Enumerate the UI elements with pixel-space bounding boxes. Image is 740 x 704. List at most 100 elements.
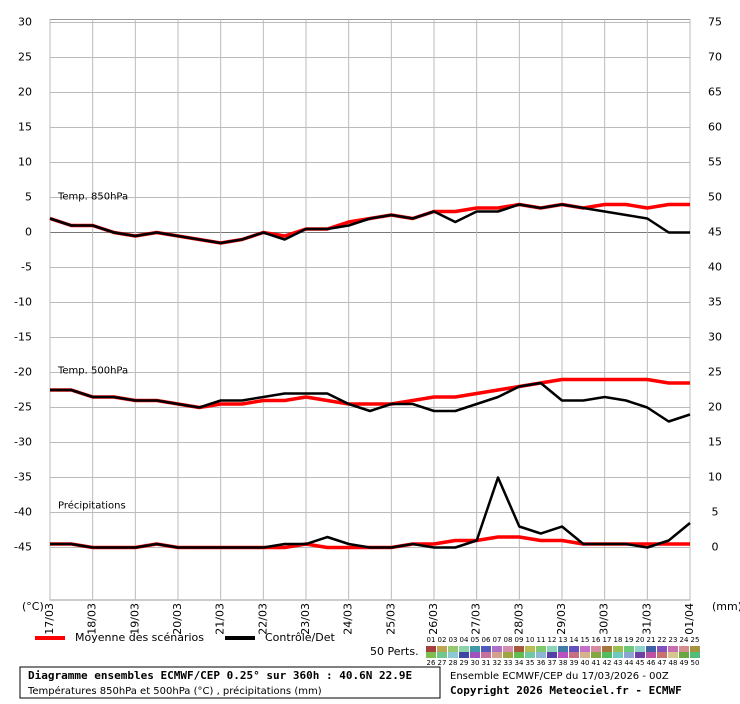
member-swatch — [668, 652, 678, 658]
y-tick-label: -5 — [21, 261, 32, 274]
member-label: 04 — [460, 636, 469, 644]
member-label: 01 — [427, 636, 436, 644]
member-swatch — [481, 646, 491, 652]
x-tick-label: 31/03 — [640, 603, 653, 635]
member-swatch — [635, 652, 645, 658]
member-swatch — [602, 652, 612, 658]
y-tick-label: 25 — [18, 51, 32, 64]
plot-area — [49, 19, 691, 601]
member-label: 31 — [482, 659, 491, 667]
series-line — [49, 203, 690, 245]
member-label: 33 — [504, 659, 513, 667]
member-label: 34 — [515, 659, 524, 667]
y2-tick-label: 75 — [708, 16, 722, 29]
member-swatch — [558, 652, 568, 658]
member-swatch — [536, 652, 546, 658]
x-tick-label: 24/03 — [342, 603, 355, 635]
y2-tick-label: 5 — [712, 506, 719, 519]
member-swatch — [646, 646, 656, 652]
y-tick-label: -15 — [14, 331, 32, 344]
y2-tick-label: 20 — [708, 401, 722, 414]
member-swatch — [591, 646, 601, 652]
member-swatch — [547, 652, 557, 658]
member-swatch — [624, 646, 634, 652]
member-label: 50 — [691, 659, 700, 667]
member-swatch — [437, 646, 447, 652]
member-swatch — [624, 652, 634, 658]
member-label: 03 — [449, 636, 458, 644]
run-info: Ensemble ECMWF/CEP du 17/03/2026 - 00Z — [450, 671, 669, 682]
member-label: 11 — [537, 636, 546, 644]
member-label: 30 — [471, 659, 480, 667]
y2-tick-label: 35 — [708, 296, 722, 309]
member-label: 20 — [636, 636, 645, 644]
y2-tick-label: 65 — [708, 86, 722, 99]
y-tick-label: -40 — [14, 506, 32, 519]
y2-tick-label: 50 — [708, 191, 722, 204]
member-swatch — [657, 646, 667, 652]
member-swatch — [492, 652, 502, 658]
member-label: 21 — [647, 636, 656, 644]
member-label: 14 — [570, 636, 579, 644]
x-tick-label: 27/03 — [470, 603, 483, 635]
member-label: 38 — [559, 659, 568, 667]
member-swatch — [602, 646, 612, 652]
x-tick-label: 26/03 — [427, 603, 440, 635]
member-swatch — [525, 646, 535, 652]
member-label: 36 — [537, 659, 546, 667]
y2-tick-label: 30 — [708, 331, 722, 344]
member-swatch — [514, 652, 524, 658]
member-swatch — [679, 646, 689, 652]
member-label: 35 — [526, 659, 535, 667]
member-swatch — [580, 646, 590, 652]
member-swatch — [569, 646, 579, 652]
copyright: Copyright 2026 Meteociel.fr - ECMWF — [450, 684, 682, 697]
member-label: 49 — [680, 659, 689, 667]
member-swatch — [646, 652, 656, 658]
member-swatch — [635, 646, 645, 652]
member-label: 02 — [438, 636, 447, 644]
member-swatch — [690, 652, 700, 658]
member-label: 16 — [592, 636, 601, 644]
member-swatch — [547, 646, 557, 652]
member-label: 27 — [438, 659, 447, 667]
member-label: 17 — [603, 636, 612, 644]
member-label: 24 — [680, 636, 689, 644]
y-tick-label: -10 — [14, 296, 32, 309]
x-tick-label: 30/03 — [598, 603, 611, 635]
member-label: 19 — [625, 636, 634, 644]
y2-tick-label: 45 — [708, 226, 722, 239]
member-label: 10 — [526, 636, 535, 644]
annotation: Temp. 850hPa — [57, 192, 128, 203]
x-tick-label: 01/04 — [683, 603, 696, 635]
x-tick-label: 20/03 — [171, 603, 184, 635]
y2-tick-label: 15 — [708, 436, 722, 449]
member-label: 37 — [548, 659, 557, 667]
member-swatch — [525, 652, 535, 658]
member-swatch — [558, 646, 568, 652]
member-label: 45 — [636, 659, 645, 667]
member-swatch — [613, 646, 623, 652]
legend-label: Moyenne des scénarios — [75, 631, 204, 644]
y2-tick-label: 70 — [708, 51, 722, 64]
chart-title: Diagramme ensembles ECMWF/CEP 0.25° sur … — [28, 669, 412, 682]
y-tick-label: -30 — [14, 436, 32, 449]
member-label: 42 — [603, 659, 612, 667]
member-label: 43 — [614, 659, 623, 667]
member-swatch — [470, 646, 480, 652]
member-label: 12 — [548, 636, 557, 644]
member-swatch — [426, 652, 436, 658]
perturbations-label: 50 Perts. — [370, 645, 419, 658]
y2-tick-label: 25 — [708, 366, 722, 379]
y-tick-label: -35 — [14, 471, 32, 484]
x-tick-label: 21/03 — [214, 603, 227, 635]
y2-tick-label: 0 — [712, 541, 719, 554]
y2-tick-label: 60 — [708, 121, 722, 134]
member-label: 46 — [647, 659, 656, 667]
member-label: 22 — [658, 636, 667, 644]
member-label: 15 — [581, 636, 590, 644]
y2-tick-label: 40 — [708, 261, 722, 274]
member-label: 07 — [493, 636, 502, 644]
y2-tick-label: 10 — [708, 471, 722, 484]
member-swatch — [503, 652, 513, 658]
